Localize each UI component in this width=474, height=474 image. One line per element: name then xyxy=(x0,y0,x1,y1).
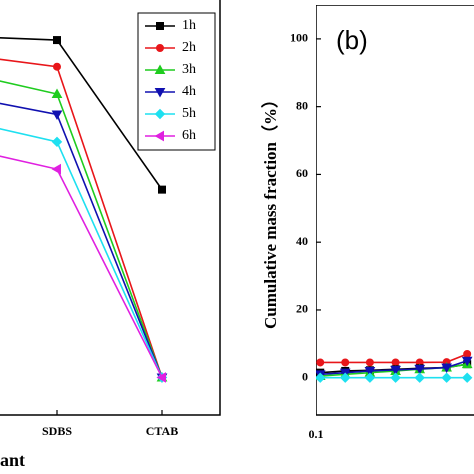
marker xyxy=(53,62,61,71)
x-axis-label: ant xyxy=(0,450,25,470)
legend-box xyxy=(137,12,216,151)
marker xyxy=(441,363,452,374)
x-tick-label: 0.1 xyxy=(309,427,324,441)
marker xyxy=(340,372,351,383)
marker xyxy=(414,364,426,375)
marker xyxy=(390,372,401,383)
plot xyxy=(316,5,474,416)
marker xyxy=(441,372,452,383)
y-tick-label: 20 xyxy=(296,302,308,316)
legend-label: 5h xyxy=(182,106,196,121)
marker xyxy=(51,110,63,121)
legend-marker xyxy=(154,108,166,120)
legend-marker xyxy=(156,44,164,52)
marker xyxy=(461,356,473,367)
marker xyxy=(158,185,166,194)
marker xyxy=(365,358,374,367)
legend-label: 3h xyxy=(182,62,196,77)
marker xyxy=(316,372,326,383)
marker xyxy=(390,365,401,376)
marker xyxy=(51,163,61,175)
marker xyxy=(391,358,400,367)
y-tick-label: 60 xyxy=(296,166,308,180)
plot-frame xyxy=(316,5,474,416)
y-tick-label: 100 xyxy=(290,31,308,45)
y-tick-label: 0 xyxy=(302,369,308,383)
legend-marker xyxy=(154,88,166,98)
x-tick-label: SDBS xyxy=(42,424,72,438)
marker xyxy=(316,358,325,367)
legend-marker xyxy=(154,64,166,74)
legend-marker xyxy=(156,22,164,30)
plot-frame xyxy=(0,0,221,416)
marker xyxy=(156,372,166,383)
marker xyxy=(414,372,425,383)
marker xyxy=(364,366,376,377)
x-tick-label: CTAB xyxy=(146,424,178,438)
marker xyxy=(364,372,376,383)
legend: 1h 2h 3h 4h 5h 6h xyxy=(137,12,216,151)
series-line xyxy=(0,155,163,378)
marker xyxy=(51,88,63,99)
legend-label: 1h xyxy=(182,18,196,33)
marker xyxy=(51,136,63,148)
marker xyxy=(53,36,61,45)
y-axis-label: Cumulative mass fraction（%） xyxy=(260,91,280,329)
legend-label: 4h xyxy=(182,84,196,99)
legend-label: 2h xyxy=(182,40,196,55)
plot xyxy=(0,0,221,416)
panel-label: (b) xyxy=(336,25,368,55)
y-tick-label: 80 xyxy=(296,98,308,112)
legend-marker xyxy=(154,130,164,142)
marker xyxy=(341,358,350,367)
y-tick-label: 40 xyxy=(296,234,308,248)
marker xyxy=(461,372,473,383)
marker xyxy=(463,350,472,359)
legend-label: 6h xyxy=(182,128,196,143)
